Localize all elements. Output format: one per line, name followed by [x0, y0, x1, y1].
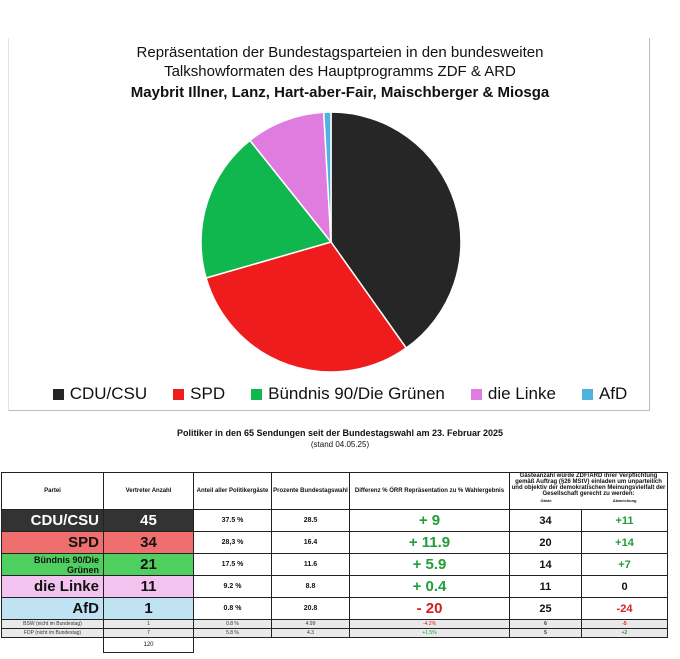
- table-row: Bündnis 90/Die Grünen 21 17.5 % 11.6 + 5…: [1, 553, 668, 576]
- abweichung-value: 0: [581, 575, 668, 598]
- party-name: CDU/CSU: [1, 509, 104, 532]
- legend-label: Bündnis 90/Die Grünen: [268, 384, 445, 403]
- gaeste-value: 5: [509, 628, 582, 638]
- pie-chart: [200, 111, 462, 373]
- legend-swatch: [52, 388, 64, 400]
- abweichung-value: +11: [581, 509, 668, 532]
- party-name: FDP (nicht im Bundestag): [1, 628, 104, 638]
- header-partei: Partei: [1, 472, 104, 510]
- legend-item-linke: die Linke: [470, 384, 556, 404]
- table-row-small: FDP (nicht im Bundestag) 7 5.8 % 4.3 +1.…: [1, 628, 668, 638]
- chart-title-line-2: Talkshowformaten des Hauptprogramms ZDF …: [164, 63, 516, 80]
- party-name: die Linke: [1, 575, 104, 598]
- legend-label: SPD: [190, 384, 226, 403]
- abweichung-value: -24: [581, 597, 668, 620]
- prozente-value: 4.3: [271, 628, 350, 638]
- table-row: CDU/CSU 45 37.5 % 28.5 + 9 34 +11: [1, 509, 668, 532]
- chart-title-line-3: Maybrit Illner, Lanz, Hart-aber-Fair, Ma…: [130, 84, 550, 101]
- gaeste-value: 25: [509, 597, 582, 620]
- party-name: BSW (nicht im Bundestag): [1, 619, 104, 629]
- count-value: 1: [103, 619, 194, 629]
- table-row-small: BSW (nicht im Bundestag) 1 0.8 % 4.99 -4…: [1, 619, 668, 629]
- anteil-value: 37.5 %: [193, 509, 272, 532]
- prozente-value: 8.8: [271, 575, 350, 598]
- header-differenz: Differenz % ÖRR Repräsentation zu % Wahl…: [349, 472, 510, 510]
- table-body: CDU/CSU 45 37.5 % 28.5 + 9 34 +11 SPD 34…: [1, 509, 668, 653]
- legend-swatch: [470, 388, 482, 400]
- slice-gruene: [200, 139, 333, 279]
- legend-label: CDU/CSU: [69, 384, 148, 403]
- table-heading: Politiker in den 65 Sendungen seit der B…: [176, 428, 504, 438]
- prozente-value: 16.4: [271, 531, 350, 554]
- legend: CDU/CSU SPD Bündnis 90/Die Grünen die Li…: [0, 384, 680, 404]
- slice-cdu-csu: [330, 111, 462, 350]
- count-value: 34: [103, 531, 194, 554]
- table-total-row: 120: [2, 637, 668, 653]
- legend-swatch: [251, 388, 263, 400]
- abweichung-value: -5: [581, 619, 668, 629]
- count-value: 11: [103, 575, 194, 598]
- legend-swatch: [581, 388, 593, 400]
- diff-value: -4.2%: [349, 619, 510, 629]
- abweichung-value: +2: [581, 628, 668, 638]
- count-value: 7: [103, 628, 194, 638]
- gaeste-value: 11: [509, 575, 582, 598]
- legend-label: AfD: [598, 384, 628, 403]
- legend-item-afd: AfD: [581, 384, 628, 404]
- legend-item-cdu-csu: CDU/CSU: [52, 384, 148, 404]
- header-vertreter: Vertreter Anzahl: [103, 472, 194, 510]
- chart-frame: [8, 38, 650, 411]
- gaeste-value: 6: [509, 619, 582, 629]
- prozente-value: 4.99: [271, 619, 350, 629]
- diff-value: +1.5%: [349, 628, 510, 638]
- slice-spd: [205, 241, 408, 373]
- gaeste-value: 14: [509, 553, 582, 576]
- prozente-value: 11.6: [271, 553, 350, 576]
- anteil-value: 28,3 %: [193, 531, 272, 554]
- header-gaeste-note: Gästeanzahl würde ZDF/ARD ihrer Verpflic…: [509, 472, 668, 510]
- total-value: 120: [103, 637, 194, 653]
- gaeste-note-text: Gästeanzahl würde ZDF/ARD ihrer Verpflic…: [511, 473, 666, 498]
- abweichung-value: +7: [581, 553, 668, 576]
- legend-item-gruene: Bündnis 90/Die Grünen: [251, 384, 445, 404]
- data-table: Partei Vertreter Anzahl Anteil aller Pol…: [1, 472, 668, 653]
- anteil-value: 0.8 %: [193, 619, 272, 629]
- count-value: 1: [103, 597, 194, 620]
- party-name: SPD: [1, 531, 104, 554]
- party-name: AfD: [1, 597, 104, 620]
- prozente-value: 20.8: [271, 597, 350, 620]
- table-row: die Linke 11 9.2 % 8.8 + 0.4 11 0: [1, 575, 668, 598]
- count-value: 21: [103, 553, 194, 576]
- diff-value: - 20: [349, 597, 510, 620]
- slice-afd: [322, 111, 332, 243]
- table-row: AfD 1 0.8 % 20.8 - 20 25 -24: [1, 597, 668, 620]
- table-row: SPD 34 28,3 % 16.4 + 11.9 20 +14: [1, 531, 668, 554]
- header-gaeste: Gäste: [540, 498, 552, 503]
- anteil-value: 0.8 %: [193, 597, 272, 620]
- header-anteil: Anteil aller Politikergäste: [193, 472, 272, 510]
- chart-title-line-1: Repräsentation der Bundestagsparteien in…: [136, 44, 544, 61]
- party-name: Bündnis 90/Die Grünen: [1, 553, 104, 576]
- legend-swatch: [173, 388, 185, 400]
- diff-value: + 5.9: [349, 553, 510, 576]
- header-abweichung: Abweichung: [612, 498, 637, 503]
- anteil-value: 9.2 %: [193, 575, 272, 598]
- count-value: 45: [103, 509, 194, 532]
- gaeste-value: 34: [509, 509, 582, 532]
- anteil-value: 17.5 %: [193, 553, 272, 576]
- diff-value: + 9: [349, 509, 510, 532]
- diff-value: + 11.9: [349, 531, 510, 554]
- legend-item-spd: SPD: [173, 384, 225, 404]
- gaeste-value: 20: [509, 531, 582, 554]
- diff-value: + 0.4: [349, 575, 510, 598]
- slice-linke: [248, 111, 332, 245]
- prozente-value: 28.5: [271, 509, 350, 532]
- header-prozente: Prozente Bundestagswahl: [271, 472, 350, 510]
- anteil-value: 5.8 %: [193, 628, 272, 638]
- table-stand-date: (stand 04.05.25): [310, 440, 370, 449]
- abweichung-value: +14: [581, 531, 668, 554]
- legend-label: die Linke: [487, 384, 556, 403]
